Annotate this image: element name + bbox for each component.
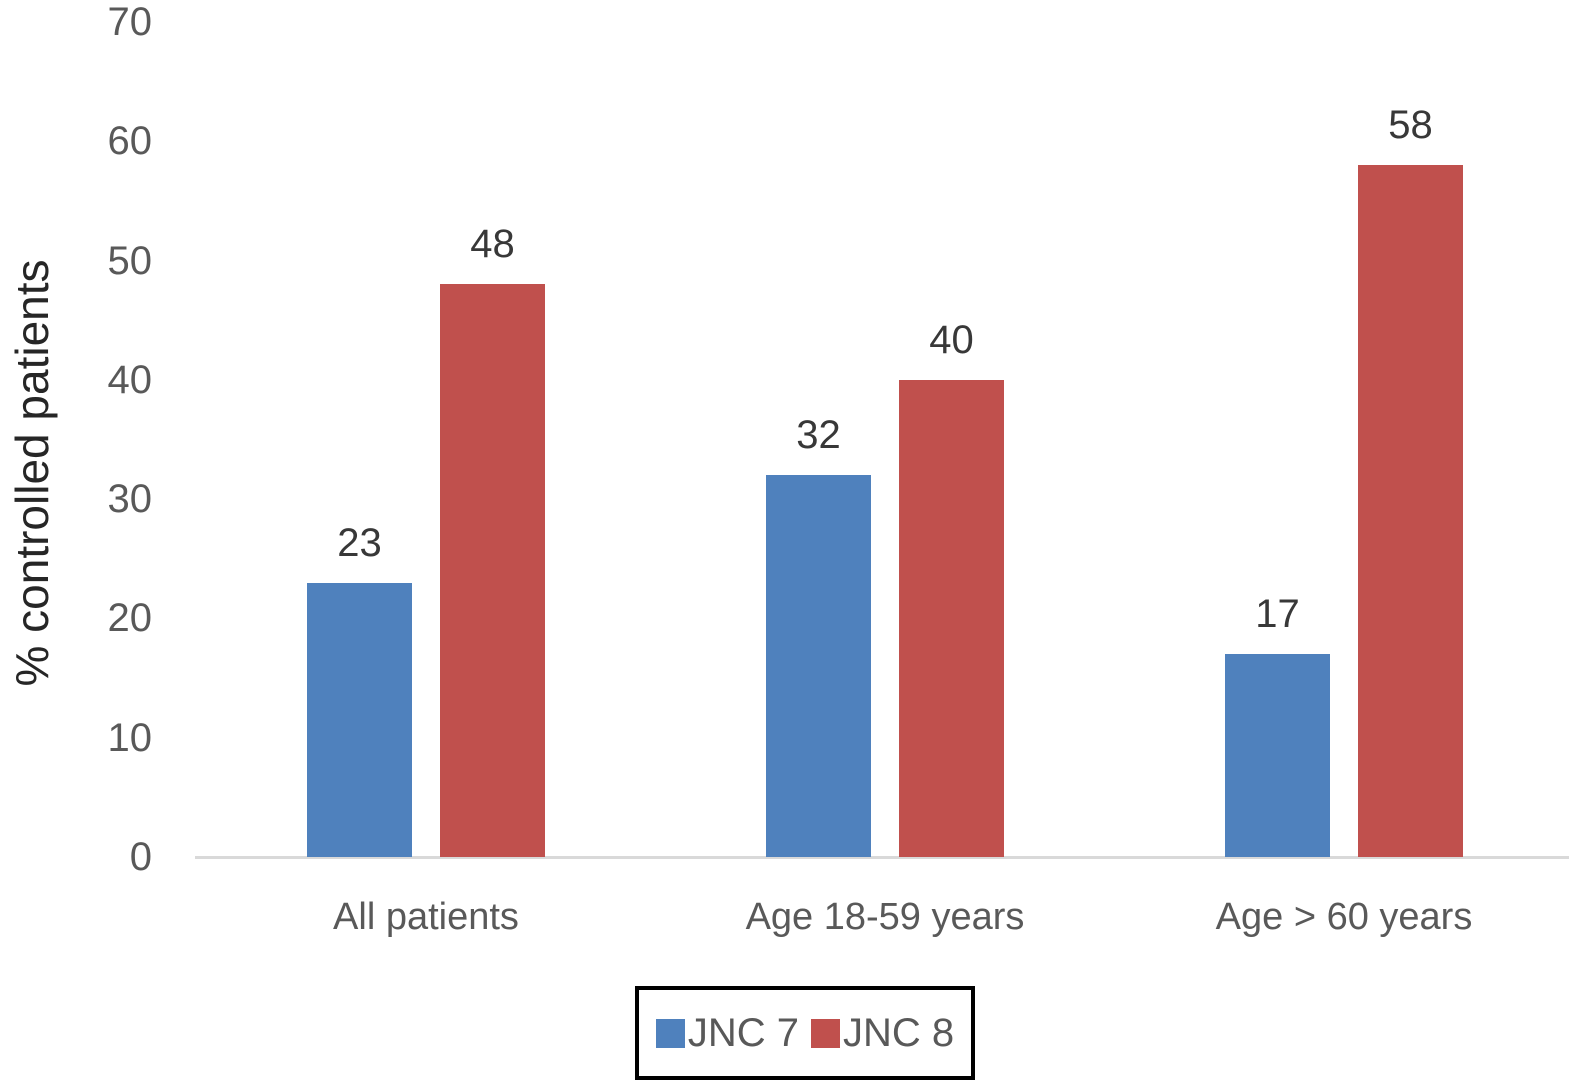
y-tick-label-10: 10 <box>107 715 153 760</box>
jnc8-color-swatch-icon <box>811 1018 840 1048</box>
y-tick-label-30: 30 <box>107 477 153 522</box>
bar-value-label: 58 <box>1388 103 1433 148</box>
y-tick-label-20: 20 <box>107 596 153 641</box>
x-category-label-1: Age 18-59 years <box>745 896 1025 938</box>
y-tick-label-60: 60 <box>107 119 153 164</box>
bar-jnc7-2 <box>1225 654 1330 857</box>
y-tick-label-70: 70 <box>107 0 153 44</box>
bar-value-label: 48 <box>470 222 515 267</box>
jnc7-color-swatch-icon <box>655 1018 685 1048</box>
y-axis-title: % controlled patients <box>6 259 58 687</box>
bar-jnc8-0 <box>440 284 545 857</box>
y-tick-label-40: 40 <box>107 357 153 402</box>
bar-jnc8-1 <box>899 379 1004 857</box>
x-category-label-2: Age > 60 years <box>1215 896 1473 938</box>
bar-value-label: 23 <box>337 520 382 565</box>
x-axis-baseline <box>195 856 1569 859</box>
bar-value-label: 17 <box>1255 592 1300 637</box>
bar-value-label: 40 <box>929 317 974 362</box>
bar-jnc8-2 <box>1358 165 1463 857</box>
bar-jnc7-1 <box>766 475 871 857</box>
x-category-label-0: All patients <box>333 896 519 938</box>
bar-value-label: 32 <box>796 413 841 458</box>
legend-label-jnc8: JNC 8 <box>843 1010 955 1055</box>
legend-label-jnc7: JNC 7 <box>687 1010 799 1055</box>
bar-jnc7-0 <box>307 582 412 857</box>
y-tick-label-0: 0 <box>129 835 152 879</box>
chart-legend: JNC 7 JNC 8 <box>635 986 975 1080</box>
legend-entry-jnc8: JNC 8 <box>811 1011 954 1056</box>
y-tick-label-50: 50 <box>107 238 153 283</box>
legend-entry-jnc7: JNC 7 <box>655 1010 799 1056</box>
